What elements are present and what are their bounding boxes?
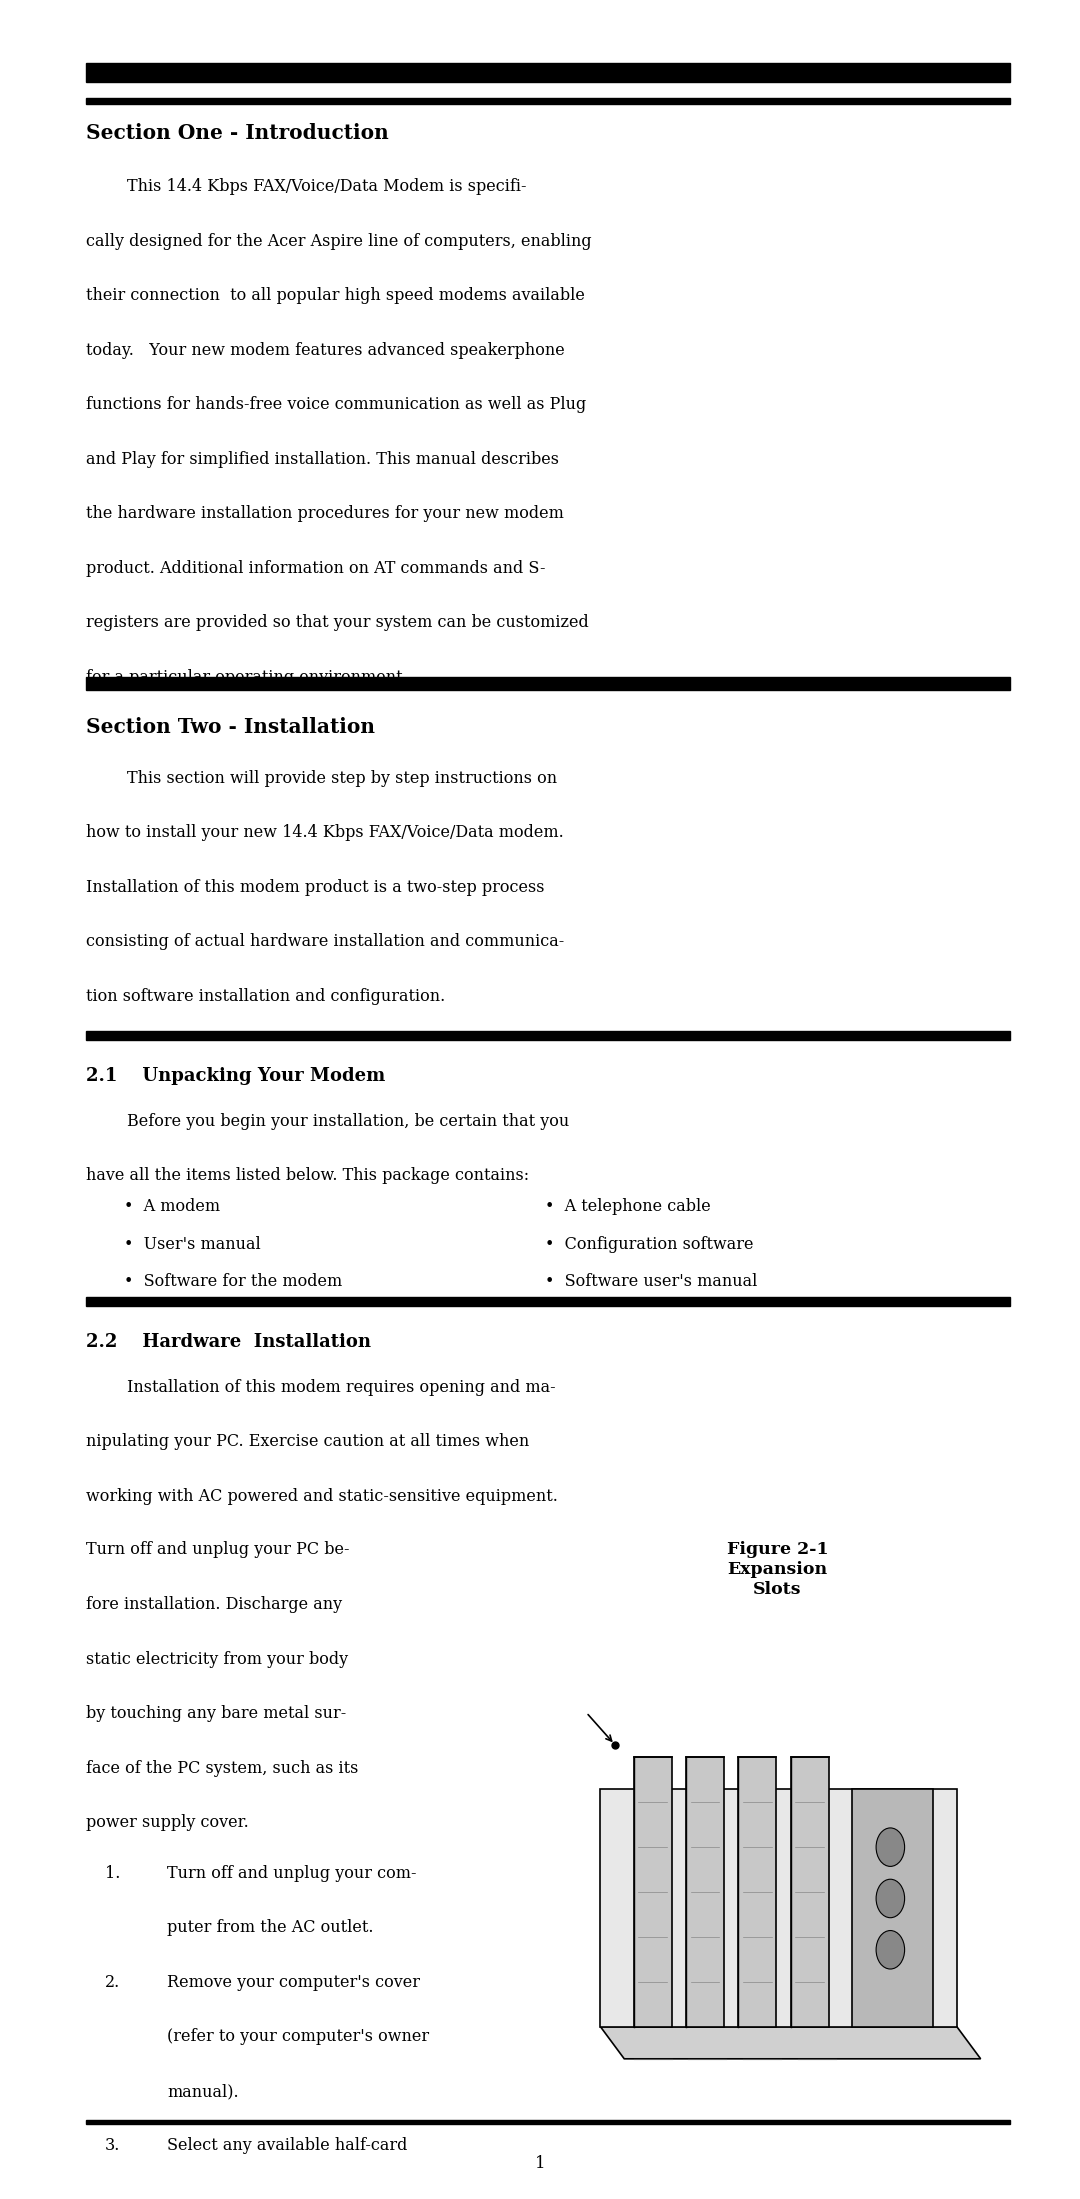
Text: by touching any bare metal sur-: by touching any bare metal sur- [86,1704,347,1722]
Circle shape [876,1931,905,1968]
Text: Turn off and unplug your PC be-: Turn off and unplug your PC be- [86,1541,350,1559]
Polygon shape [739,1757,777,2027]
Text: •  Software user's manual: • Software user's manual [545,1273,758,1291]
Text: Before you begin your installation, be certain that you: Before you begin your installation, be c… [86,1113,569,1130]
Circle shape [876,1827,905,1867]
Text: manual).: manual). [167,2082,239,2100]
Text: functions for hands-free voice communication as well as Plug: functions for hands-free voice communica… [86,396,586,413]
Text: 2.1    Unpacking Your Modem: 2.1 Unpacking Your Modem [86,1067,386,1084]
Text: Turn off and unplug your com-: Turn off and unplug your com- [167,1865,417,1882]
Text: •  Software for the modem: • Software for the modem [124,1273,342,1291]
Text: •  User's manual: • User's manual [124,1236,261,1253]
Text: power supply cover.: power supply cover. [86,1814,249,1832]
Text: Remove your computer's cover: Remove your computer's cover [167,1975,420,1990]
Text: 2.2    Hardware  Installation: 2.2 Hardware Installation [86,1333,372,1350]
Text: for a particular operating environment.: for a particular operating environment. [86,668,408,686]
Polygon shape [600,1790,957,2027]
Bar [86,1031,1010,1040]
Text: registers are provided so that your system can be customized: registers are provided so that your syst… [86,614,590,631]
Polygon shape [600,2027,981,2058]
Text: Section One - Introduction: Section One - Introduction [86,123,389,143]
Text: face of the PC system, such as its: face of the PC system, such as its [86,1759,359,1777]
Circle shape [876,1880,905,1918]
Text: working with AC powered and static-sensitive equipment.: working with AC powered and static-sensi… [86,1489,558,1504]
Text: their connection  to all popular high speed modems available: their connection to all popular high spe… [86,288,585,303]
Text: (refer to your computer's owner: (refer to your computer's owner [167,2027,430,2045]
Text: •  A telephone cable: • A telephone cable [545,1198,711,1216]
Text: today.   Your new modem features advanced speakerphone: today. Your new modem features advanced … [86,341,565,358]
Text: puter from the AC outlet.: puter from the AC outlet. [167,1920,374,1937]
Text: 1: 1 [535,2155,545,2173]
Text: 1.: 1. [105,1865,120,1882]
Polygon shape [634,1757,672,2027]
Text: tion software installation and configuration.: tion software installation and configura… [86,987,446,1005]
Text: This section will provide step by step instructions on: This section will provide step by step i… [86,770,557,787]
Text: Installation of this modem product is a two-step process: Installation of this modem product is a … [86,880,545,895]
Bar [86,62,1010,84]
Text: nipulating your PC. Exercise caution at all times when: nipulating your PC. Exercise caution at … [86,1434,529,1451]
Text: cally designed for the Acer Aspire line of computers, enabling: cally designed for the Acer Aspire line … [86,233,592,251]
Text: 2.: 2. [105,1975,120,1990]
Bar [86,97,1010,103]
Text: consisting of actual hardware installation and communica-: consisting of actual hardware installati… [86,932,565,950]
Text: •  Configuration software: • Configuration software [545,1236,754,1253]
Text: have all the items listed below. This package contains:: have all the items listed below. This pa… [86,1168,529,1185]
Text: •  A modem: • A modem [124,1198,220,1216]
Text: Section Two - Installation: Section Two - Installation [86,717,376,737]
Text: how to install your new 14.4 Kbps FAX/Voice/Data modem.: how to install your new 14.4 Kbps FAX/Vo… [86,825,564,842]
Text: This 14.4 Kbps FAX/Voice/Data Modem is specifi-: This 14.4 Kbps FAX/Voice/Data Modem is s… [86,178,527,196]
Bar [86,1297,1010,1306]
Text: Figure 2-1
Expansion
Slots: Figure 2-1 Expansion Slots [727,1541,828,1599]
Text: 3.: 3. [105,2137,120,2155]
Text: the hardware installation procedures for your new modem: the hardware installation procedures for… [86,506,564,523]
Text: Installation of this modem requires opening and ma-: Installation of this modem requires open… [86,1379,556,1396]
Bar [86,677,1010,690]
Text: Select any available half-card: Select any available half-card [167,2137,408,2155]
Polygon shape [686,1757,724,2027]
Bar [86,2120,1010,2124]
Text: fore installation. Discharge any: fore installation. Discharge any [86,1596,342,1614]
Text: static electricity from your body: static electricity from your body [86,1651,349,1667]
Polygon shape [852,1790,933,2027]
Text: and Play for simplified installation. This manual describes: and Play for simplified installation. Th… [86,451,559,468]
Text: product. Additional information on AT commands and S-: product. Additional information on AT co… [86,561,545,576]
Polygon shape [791,1757,828,2027]
